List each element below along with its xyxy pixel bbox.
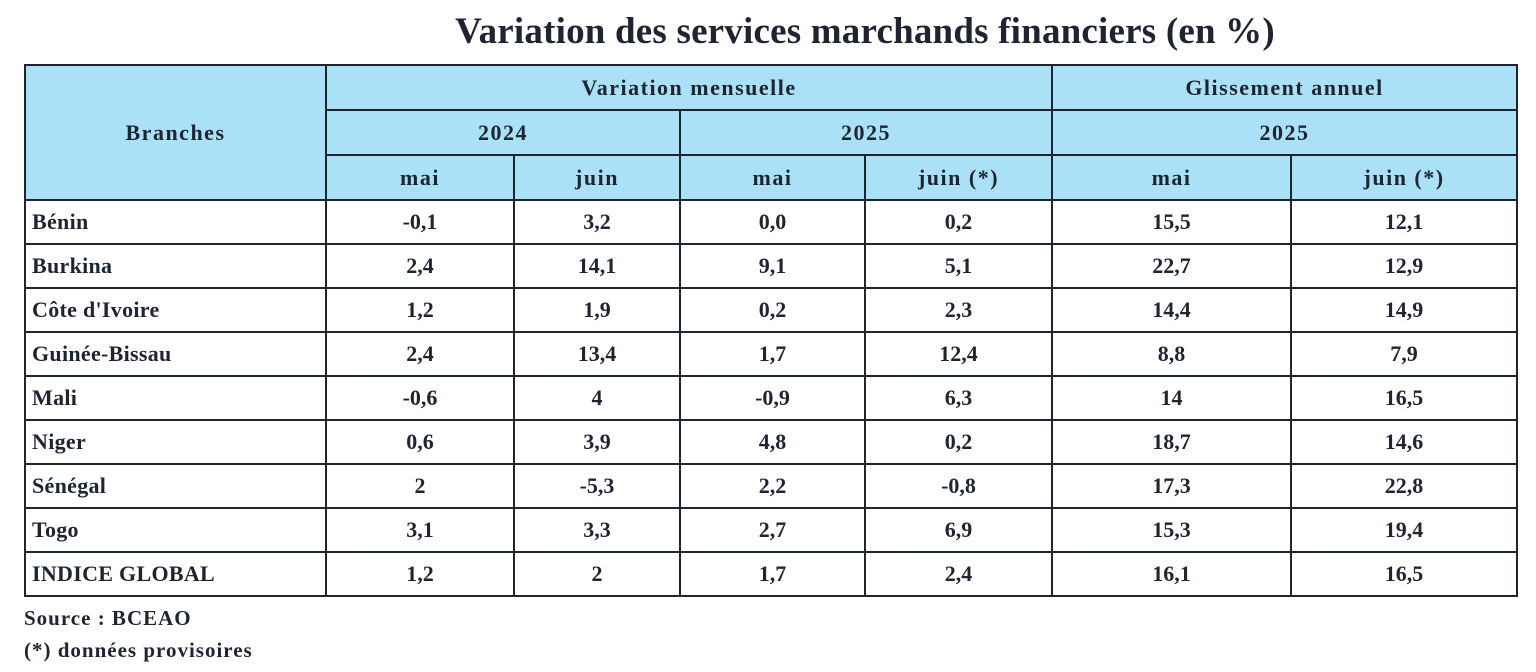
table-cell: 12,4 bbox=[863, 331, 1054, 377]
table-cell: 15,5 bbox=[1051, 199, 1293, 245]
table-cell: 2 bbox=[325, 463, 515, 509]
table-title: Variation des services marchands financi… bbox=[455, 11, 1275, 52]
table-cell: 12,1 bbox=[1290, 199, 1519, 245]
table-cell: 2 bbox=[513, 551, 681, 597]
table-cell: 1,2 bbox=[325, 287, 515, 333]
table-row: Côte d'Ivoire 1,2 1,9 0,2 2,3 14,4 14,9 bbox=[24, 287, 1519, 333]
table-cell: 1,7 bbox=[679, 331, 866, 377]
table-row: Burkina 2,4 14,1 9,1 5,1 22,7 12,9 bbox=[24, 243, 1519, 289]
table-cell: 0,2 bbox=[863, 419, 1054, 465]
table-cell: 6,3 bbox=[863, 375, 1054, 421]
table-cell: 2,7 bbox=[679, 507, 866, 553]
table-cell: 9,1 bbox=[679, 243, 866, 289]
table-cell: 6,9 bbox=[863, 507, 1054, 553]
table-row: Niger 0,6 3,9 4,8 0,2 18,7 14,6 bbox=[24, 419, 1519, 465]
header-month: mai bbox=[325, 154, 515, 201]
table-cell: 2,4 bbox=[863, 551, 1054, 597]
table-cell: 0,6 bbox=[325, 419, 515, 465]
table-cell: 14,6 bbox=[1290, 419, 1519, 465]
table-row: Guinée-Bissau 2,4 13,4 1,7 12,4 8,8 7,9 bbox=[24, 331, 1519, 377]
table-cell: 15,3 bbox=[1051, 507, 1293, 553]
table-cell: -0,8 bbox=[863, 463, 1054, 509]
table-cell: -0,1 bbox=[325, 199, 515, 245]
table-row: Togo 3,1 3,3 2,7 6,9 15,3 19,4 bbox=[24, 507, 1519, 553]
row-label: INDICE GLOBAL bbox=[24, 551, 327, 597]
header-year: 2025 bbox=[1051, 109, 1519, 156]
table-cell: 14,1 bbox=[513, 243, 681, 289]
table-row: Bénin -0,1 3,2 0,0 0,2 15,5 12,1 bbox=[24, 199, 1519, 245]
row-label: Niger bbox=[24, 419, 327, 465]
header-branches: Branches bbox=[24, 64, 327, 201]
row-label: Côte d'Ivoire bbox=[24, 287, 327, 333]
table-row: Mali -0,6 4 -0,9 6,3 14 16,5 bbox=[24, 375, 1519, 421]
table-cell: 0,2 bbox=[679, 287, 866, 333]
header-month: mai bbox=[679, 154, 866, 201]
table-cell: 4 bbox=[513, 375, 681, 421]
table-cell: 18,7 bbox=[1051, 419, 1293, 465]
row-label: Guinée-Bissau bbox=[24, 331, 327, 377]
table-cell: 3,1 bbox=[325, 507, 515, 553]
header-year: 2025 bbox=[678, 109, 1054, 156]
table-cell: 22,8 bbox=[1290, 463, 1519, 509]
table-cell: 4,8 bbox=[679, 419, 866, 465]
table-cell: -0,6 bbox=[325, 375, 515, 421]
table-cell: 8,8 bbox=[1051, 331, 1293, 377]
table-cell: 14,9 bbox=[1290, 287, 1519, 333]
table-cell: 1,7 bbox=[679, 551, 866, 597]
data-table: Branches Variation mensuelle Glissement … bbox=[24, 64, 1519, 597]
header-month: juin bbox=[513, 154, 681, 201]
table-cell: 2,3 bbox=[863, 287, 1054, 333]
row-label: Togo bbox=[24, 507, 327, 553]
header-year: 2024 bbox=[325, 109, 681, 156]
table-cell: 2,2 bbox=[679, 463, 866, 509]
table-cell: 16,5 bbox=[1290, 551, 1519, 597]
row-label: Mali bbox=[24, 375, 327, 421]
table-cell: 17,3 bbox=[1051, 463, 1293, 509]
table-cell: 7,9 bbox=[1290, 331, 1519, 377]
header-month: juin (*) bbox=[1290, 154, 1519, 201]
row-label: Sénégal bbox=[24, 463, 327, 509]
header-month: juin (*) bbox=[863, 154, 1054, 201]
header-month: mai bbox=[1051, 154, 1293, 201]
table-cell: 19,4 bbox=[1290, 507, 1519, 553]
table-cell: 2,4 bbox=[325, 243, 515, 289]
table-cell: 3,2 bbox=[513, 199, 681, 245]
table-row: Sénégal 2 -5,3 2,2 -0,8 17,3 22,8 bbox=[24, 463, 1519, 509]
row-label: Burkina bbox=[24, 243, 327, 289]
table-cell: 1,9 bbox=[513, 287, 681, 333]
table-cell: -0,9 bbox=[679, 375, 866, 421]
row-label: Bénin bbox=[24, 199, 327, 245]
table-cell: 2,4 bbox=[325, 331, 515, 377]
table-cell: 1,2 bbox=[325, 551, 515, 597]
table-cell: 14,4 bbox=[1051, 287, 1293, 333]
table-cell: 14 bbox=[1051, 375, 1293, 421]
table-cell: -5,3 bbox=[513, 463, 681, 509]
header-glissement-annuel: Glissement annuel bbox=[1051, 64, 1519, 111]
table-cell: 16,1 bbox=[1051, 551, 1293, 597]
table-cell: 0,0 bbox=[679, 199, 866, 245]
table-cell: 22,7 bbox=[1051, 243, 1293, 289]
table-cell: 5,1 bbox=[863, 243, 1054, 289]
table-cell: 3,9 bbox=[513, 419, 681, 465]
table-cell: 3,3 bbox=[513, 507, 681, 553]
source-note: Source : BCEAO bbox=[24, 606, 192, 630]
table-cell: 0,2 bbox=[863, 199, 1054, 245]
header-variation-mensuelle: Variation mensuelle bbox=[324, 64, 1054, 111]
table-row: INDICE GLOBAL 1,2 2 1,7 2,4 16,1 16,5 bbox=[24, 551, 1519, 597]
table-cell: 16,5 bbox=[1290, 375, 1519, 421]
table-cell: 13,4 bbox=[513, 331, 681, 377]
provisional-note: (*) données provisoires bbox=[24, 638, 253, 662]
table-cell: 12,9 bbox=[1290, 243, 1519, 289]
